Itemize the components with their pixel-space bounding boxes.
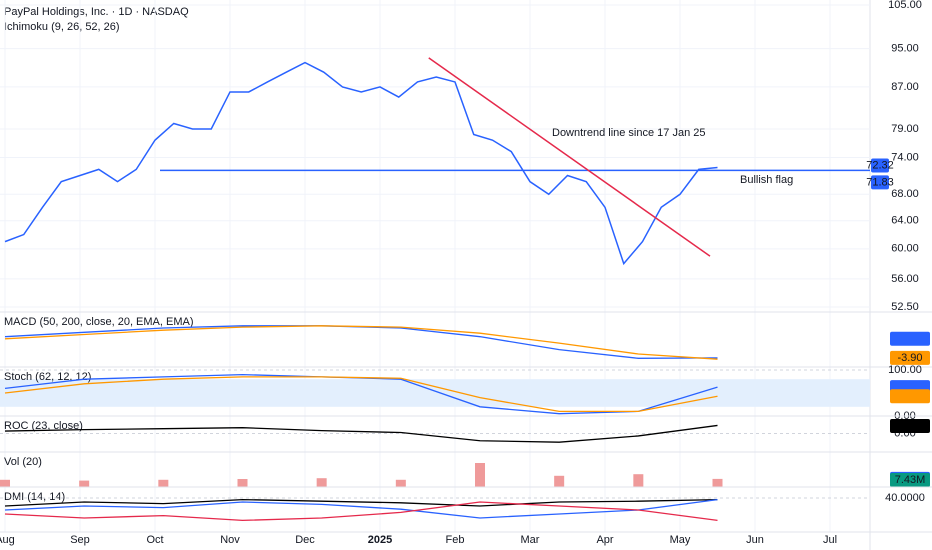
flag-annotation: Bullish flag bbox=[740, 174, 793, 186]
x-tick-label: Jun bbox=[746, 534, 764, 546]
y-tick-label: 105.00 bbox=[888, 0, 922, 11]
trend-annotation: Downtrend line since 17 Jan 25 bbox=[552, 127, 705, 139]
volume-bar bbox=[633, 474, 644, 487]
x-tick-label: Sep bbox=[70, 534, 90, 546]
volume-bar bbox=[237, 479, 248, 487]
chart-subtitle: Ichimoku (9, 26, 52, 26) bbox=[4, 21, 120, 33]
price-badge bbox=[871, 158, 889, 173]
trend-line bbox=[428, 57, 711, 257]
y-tick-label: 60.00 bbox=[891, 243, 919, 255]
volume-bar bbox=[712, 478, 723, 487]
indicator-line bbox=[4, 498, 718, 507]
y-tick-label: 79.00 bbox=[891, 123, 919, 135]
volume-bar bbox=[395, 479, 406, 487]
volume-bar bbox=[79, 480, 90, 487]
price-badge bbox=[890, 419, 930, 433]
y-tick-label: 87.00 bbox=[891, 81, 919, 93]
x-tick-label: Apr bbox=[596, 534, 613, 546]
y-tick-label: 100.00 bbox=[888, 364, 922, 376]
x-tick-label: Aug bbox=[0, 534, 15, 546]
x-tick-label: Mar bbox=[521, 534, 540, 546]
x-tick-label: Oct bbox=[146, 534, 163, 546]
price-badge-label: 7.43M bbox=[895, 474, 926, 486]
volume-bar bbox=[316, 478, 327, 487]
price-badge bbox=[890, 350, 930, 365]
chart-title: PayPal Holdings, Inc. · 1D · NASDAQ bbox=[4, 6, 189, 18]
price-badge bbox=[890, 473, 930, 487]
indicator-line bbox=[4, 498, 718, 519]
x-tick-label: Feb bbox=[446, 534, 465, 546]
price-badge bbox=[871, 175, 889, 190]
pane-title: ROC (23, close) bbox=[4, 420, 83, 432]
pane-title: Stoch (62, 12, 12) bbox=[4, 371, 91, 383]
x-tick-label: Dec bbox=[295, 534, 315, 546]
stoch-band bbox=[0, 379, 870, 407]
volume-bar bbox=[158, 479, 169, 487]
pane-title: Vol (20) bbox=[4, 456, 42, 468]
y-tick-label: 95.00 bbox=[891, 43, 919, 55]
y-tick-label: 40.0000 bbox=[885, 492, 925, 504]
indicator-line bbox=[4, 501, 718, 522]
price-line bbox=[4, 61, 718, 266]
price-badge bbox=[890, 389, 930, 404]
volume-bar bbox=[554, 475, 565, 487]
indicator-line bbox=[4, 325, 718, 360]
x-tick-label: Jul bbox=[823, 534, 837, 546]
y-tick-label: 64.00 bbox=[891, 215, 919, 227]
pane-title: MACD (50, 200, close, 20, EMA, EMA) bbox=[4, 316, 194, 328]
volume-bar bbox=[0, 479, 10, 487]
y-tick-label: 68.00 bbox=[891, 188, 919, 200]
y-tick-label: 52.50 bbox=[891, 301, 919, 313]
pane-title: DMI (14, 14) bbox=[4, 491, 65, 503]
price-badge-label: -3.90 bbox=[897, 352, 922, 364]
indicator-line bbox=[4, 424, 718, 443]
x-tick-label: May bbox=[670, 534, 691, 546]
y-tick-label: 56.00 bbox=[891, 273, 919, 285]
x-tick-label: Nov bbox=[220, 534, 240, 546]
x-tick-label: 2025 bbox=[368, 534, 392, 546]
price-badge-label: 72.32 bbox=[866, 159, 894, 171]
price-badge-label: 71.83 bbox=[866, 176, 894, 188]
indicator-line bbox=[4, 376, 718, 413]
y-tick-label: 74.00 bbox=[891, 151, 919, 163]
price-badge bbox=[890, 331, 930, 346]
volume-bar bbox=[475, 463, 485, 487]
